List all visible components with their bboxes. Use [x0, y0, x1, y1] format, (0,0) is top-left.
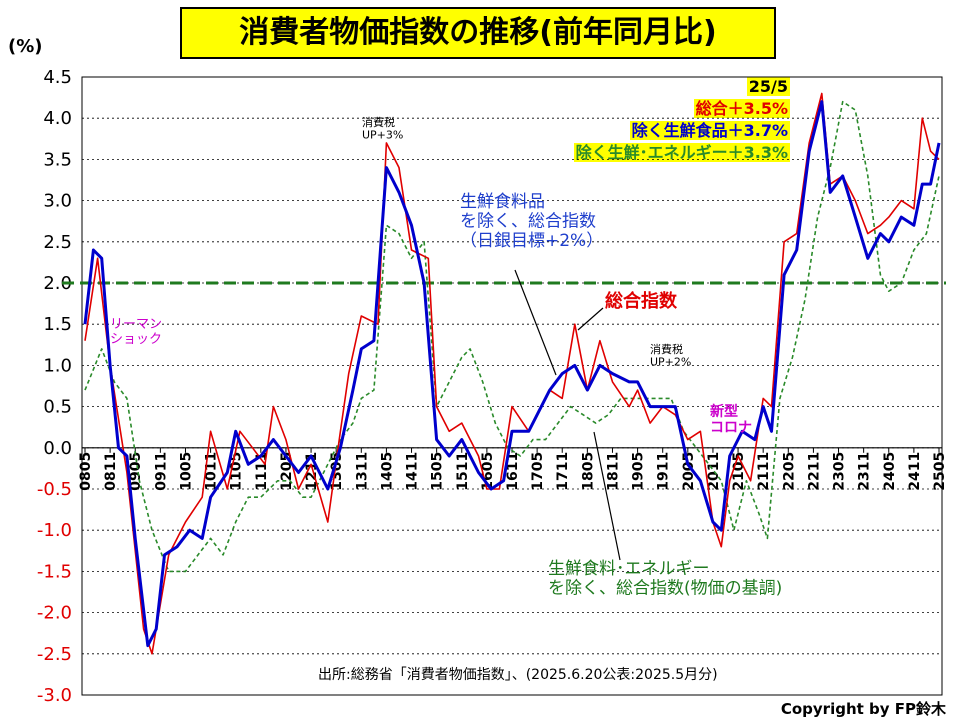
- annotation-lehman: リーマンショック: [110, 317, 162, 347]
- x-tick-label: 2411: [907, 452, 923, 491]
- x-tick-label: 2111: [756, 452, 772, 491]
- y-tick-label: -2.5: [37, 644, 72, 665]
- x-tick-label: 1705: [530, 452, 546, 491]
- x-tick-label: 1405: [379, 452, 395, 491]
- annotation-corona: 新型コロナ: [710, 403, 752, 436]
- series-core-line: [83, 100, 941, 648]
- x-tick-label: 1411: [405, 452, 421, 491]
- y-tick-label: 1.5: [43, 314, 72, 335]
- y-tick-label: -0.5: [37, 479, 72, 500]
- x-tick-label: 1311: [354, 452, 370, 491]
- x-tick-label: 1805: [580, 452, 596, 491]
- x-tick-label: 2305: [832, 452, 848, 491]
- arrow-total: [577, 307, 604, 331]
- x-tick-label: 0911: [153, 452, 169, 491]
- y-axis-label: (%): [8, 36, 43, 57]
- x-tick-label: 2011: [706, 452, 722, 491]
- source-note: 出所:総務省「消費者物価指数」、(2025.6.20公表:2025.5月分): [318, 667, 718, 683]
- latest-total: 総合＋3.5%: [693, 99, 790, 118]
- series-corecore-line: [84, 100, 940, 573]
- annotation-total-label: 総合指数: [605, 290, 678, 312]
- x-tick-label: 2405: [882, 452, 898, 491]
- x-tick-label: 2105: [731, 452, 747, 491]
- latest-core: 除く生鮮食品＋3.7%: [629, 121, 790, 140]
- chart-title: 消費者物価指数の推移(前年同月比): [180, 7, 776, 59]
- x-tick-label: 2505: [932, 452, 948, 491]
- y-tick-label: 3.5: [43, 149, 72, 170]
- annotation-tax-up-3: 消費税 UP+3%: [362, 115, 403, 142]
- plot-frame: [81, 76, 943, 696]
- y-tick-label: -2.0: [37, 603, 72, 624]
- y-tick-label: 2.0: [43, 273, 72, 294]
- y-tick-label: 4.5: [43, 67, 72, 88]
- arrow-corecore: [593, 431, 621, 561]
- x-tick-label: 1005: [178, 452, 194, 491]
- y-tick-label: 0.0: [43, 438, 72, 459]
- y-tick-label: 1.0: [43, 355, 72, 376]
- x-tick-label: 1905: [631, 452, 647, 491]
- x-tick-label: 1011: [204, 452, 220, 491]
- annotation-tax-up-2: 消費税 UP+2%: [650, 342, 691, 369]
- x-tick-label: 2205: [781, 452, 797, 491]
- annotation-core-label: 生鮮食料品を除く、総合指数（日銀目標+2%）: [460, 192, 603, 251]
- x-tick-label: 0805: [78, 452, 94, 491]
- x-tick-label: 0811: [103, 452, 119, 491]
- x-tick-label: 1811: [605, 452, 621, 491]
- y-tick-label: -1.5: [37, 561, 72, 582]
- series-total-line: [84, 92, 940, 655]
- x-tick-label: 2311: [857, 452, 873, 491]
- x-tick-label: 2005: [681, 452, 697, 491]
- x-tick-label: 2211: [806, 452, 822, 491]
- x-tick-label: 1911: [656, 452, 672, 491]
- y-tick-label: 4.0: [43, 108, 72, 129]
- latest-corecore: 除く生鮮･エネルギー＋3.3%: [573, 143, 790, 162]
- copyright: Copyright by FP鈴木: [780, 700, 946, 718]
- y-tick-label: -3.0: [37, 685, 72, 706]
- y-tick-label: 0.5: [43, 397, 72, 418]
- x-tick-label: 1711: [555, 452, 571, 491]
- x-tick-label: 1511: [455, 452, 471, 491]
- latest-values-box: 25/5 総合＋3.5% 除く生鮮食品＋3.7% 除く生鮮･エネルギー＋3.3%: [573, 76, 790, 164]
- y-tick-label: 3.0: [43, 191, 72, 212]
- y-tick-label: -1.0: [37, 520, 72, 541]
- latest-date: 25/5: [746, 77, 790, 96]
- x-tick-label: 1505: [430, 452, 446, 491]
- x-tick-label: 1611: [505, 452, 521, 491]
- y-tick-label: 2.5: [43, 232, 72, 253]
- annotation-corecore-label: 生鮮食料･エネルギーを除く、総合指数(物価の基調): [548, 559, 782, 599]
- arrow-core: [514, 269, 557, 376]
